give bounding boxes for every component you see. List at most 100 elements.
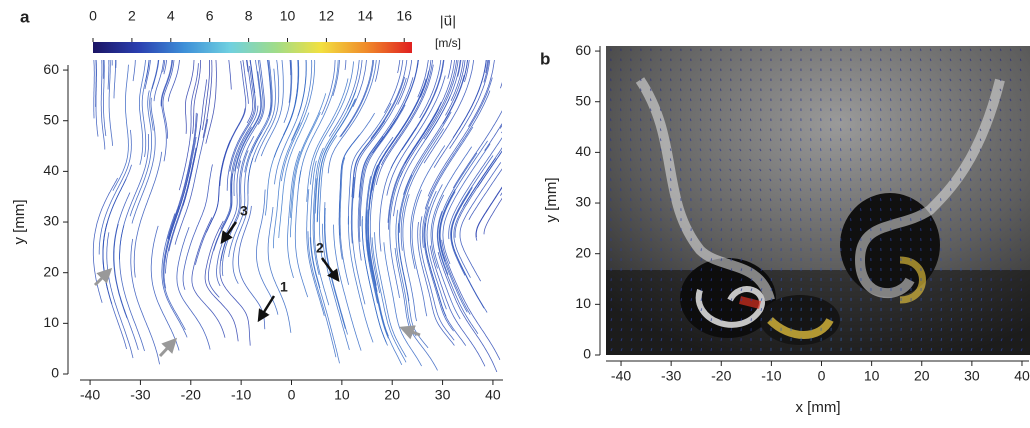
vector [1020,259,1021,261]
vector [660,99,661,101]
vector [721,248,722,251]
streamline [228,51,232,90]
vector [610,148,611,151]
vector [650,139,651,141]
colorbar-tick-label: 16 [396,8,412,24]
vector [610,99,611,101]
streamline [431,147,472,269]
vector [680,178,681,181]
vector [880,158,881,161]
vector [650,168,651,171]
streamline [183,164,212,289]
vector [781,298,782,301]
vector [960,188,961,191]
vector [701,338,702,341]
streamline [476,156,523,241]
vector [820,208,821,211]
vector [650,148,651,151]
vector [870,148,871,151]
vector [620,99,621,101]
vector [640,168,641,171]
vector [660,178,661,181]
streamline [131,239,160,364]
vector [970,188,971,191]
vector [721,238,722,241]
streamline [484,165,524,235]
vector [860,118,861,121]
vector [900,49,901,51]
y-tick-label: 30 [575,194,591,210]
vector [731,248,732,251]
vector [611,298,612,301]
streamline [83,51,85,142]
vector [970,238,971,241]
vector [730,99,731,101]
vector [961,308,962,311]
x-tick-label: -40 [611,368,631,384]
colorbar-tick-label: 6 [206,8,214,24]
streamline [163,206,185,330]
vector [920,118,921,121]
y-tick-label: 40 [43,162,59,178]
vector [711,248,712,251]
colorbar-unit: [m/s] [435,36,461,50]
vector [900,59,901,61]
vector [751,258,752,261]
vector [651,298,652,301]
vector [880,79,881,81]
vector [941,318,942,321]
vector [830,188,831,191]
streamline [134,152,162,278]
x-tick-label: 0 [818,368,826,384]
vector [640,148,641,151]
colorbar-tick-label: 12 [319,8,335,24]
streamline [323,224,350,350]
annotations: 1 2 3 [95,203,420,356]
vector [860,188,861,191]
vector [890,79,891,81]
vector [690,89,691,91]
streamline [168,51,179,102]
vector [900,108,901,111]
vector [660,89,661,91]
vector [730,89,731,91]
vector [711,318,712,321]
vector [770,208,771,211]
vector [670,109,671,111]
vector [630,148,631,151]
vector [620,158,621,161]
vector [870,168,871,171]
colorbar-tick-label: 8 [245,8,253,24]
vector [921,338,922,341]
streamline [398,51,401,73]
vector [641,288,642,291]
vector [670,168,671,171]
streamline [161,50,172,107]
vector [691,278,692,281]
vector [701,258,702,261]
vector [890,108,891,111]
vector [640,129,641,131]
vector [890,59,891,61]
x-tick-label: 30 [435,387,451,403]
streamline [465,51,470,82]
vector [951,318,952,321]
y-tick-label: 0 [583,346,591,362]
streamline [501,90,523,133]
y-tick-label: 50 [43,111,59,127]
vector [960,178,961,181]
vector [760,129,761,131]
vector [681,288,682,291]
figure: a b |u⃗| [m/s] y [mm] y [mm] x [mm] 1 2 … [0,0,1030,423]
colorbar [93,42,412,53]
vector [850,148,851,151]
vector [770,139,771,141]
vector [701,348,702,351]
vector [900,128,901,131]
vector [960,228,961,231]
vector [711,348,712,351]
streamline [500,161,523,196]
vector [610,129,611,131]
y-axis-label: y [mm] [543,178,560,223]
x-tick-label: 20 [384,387,400,403]
